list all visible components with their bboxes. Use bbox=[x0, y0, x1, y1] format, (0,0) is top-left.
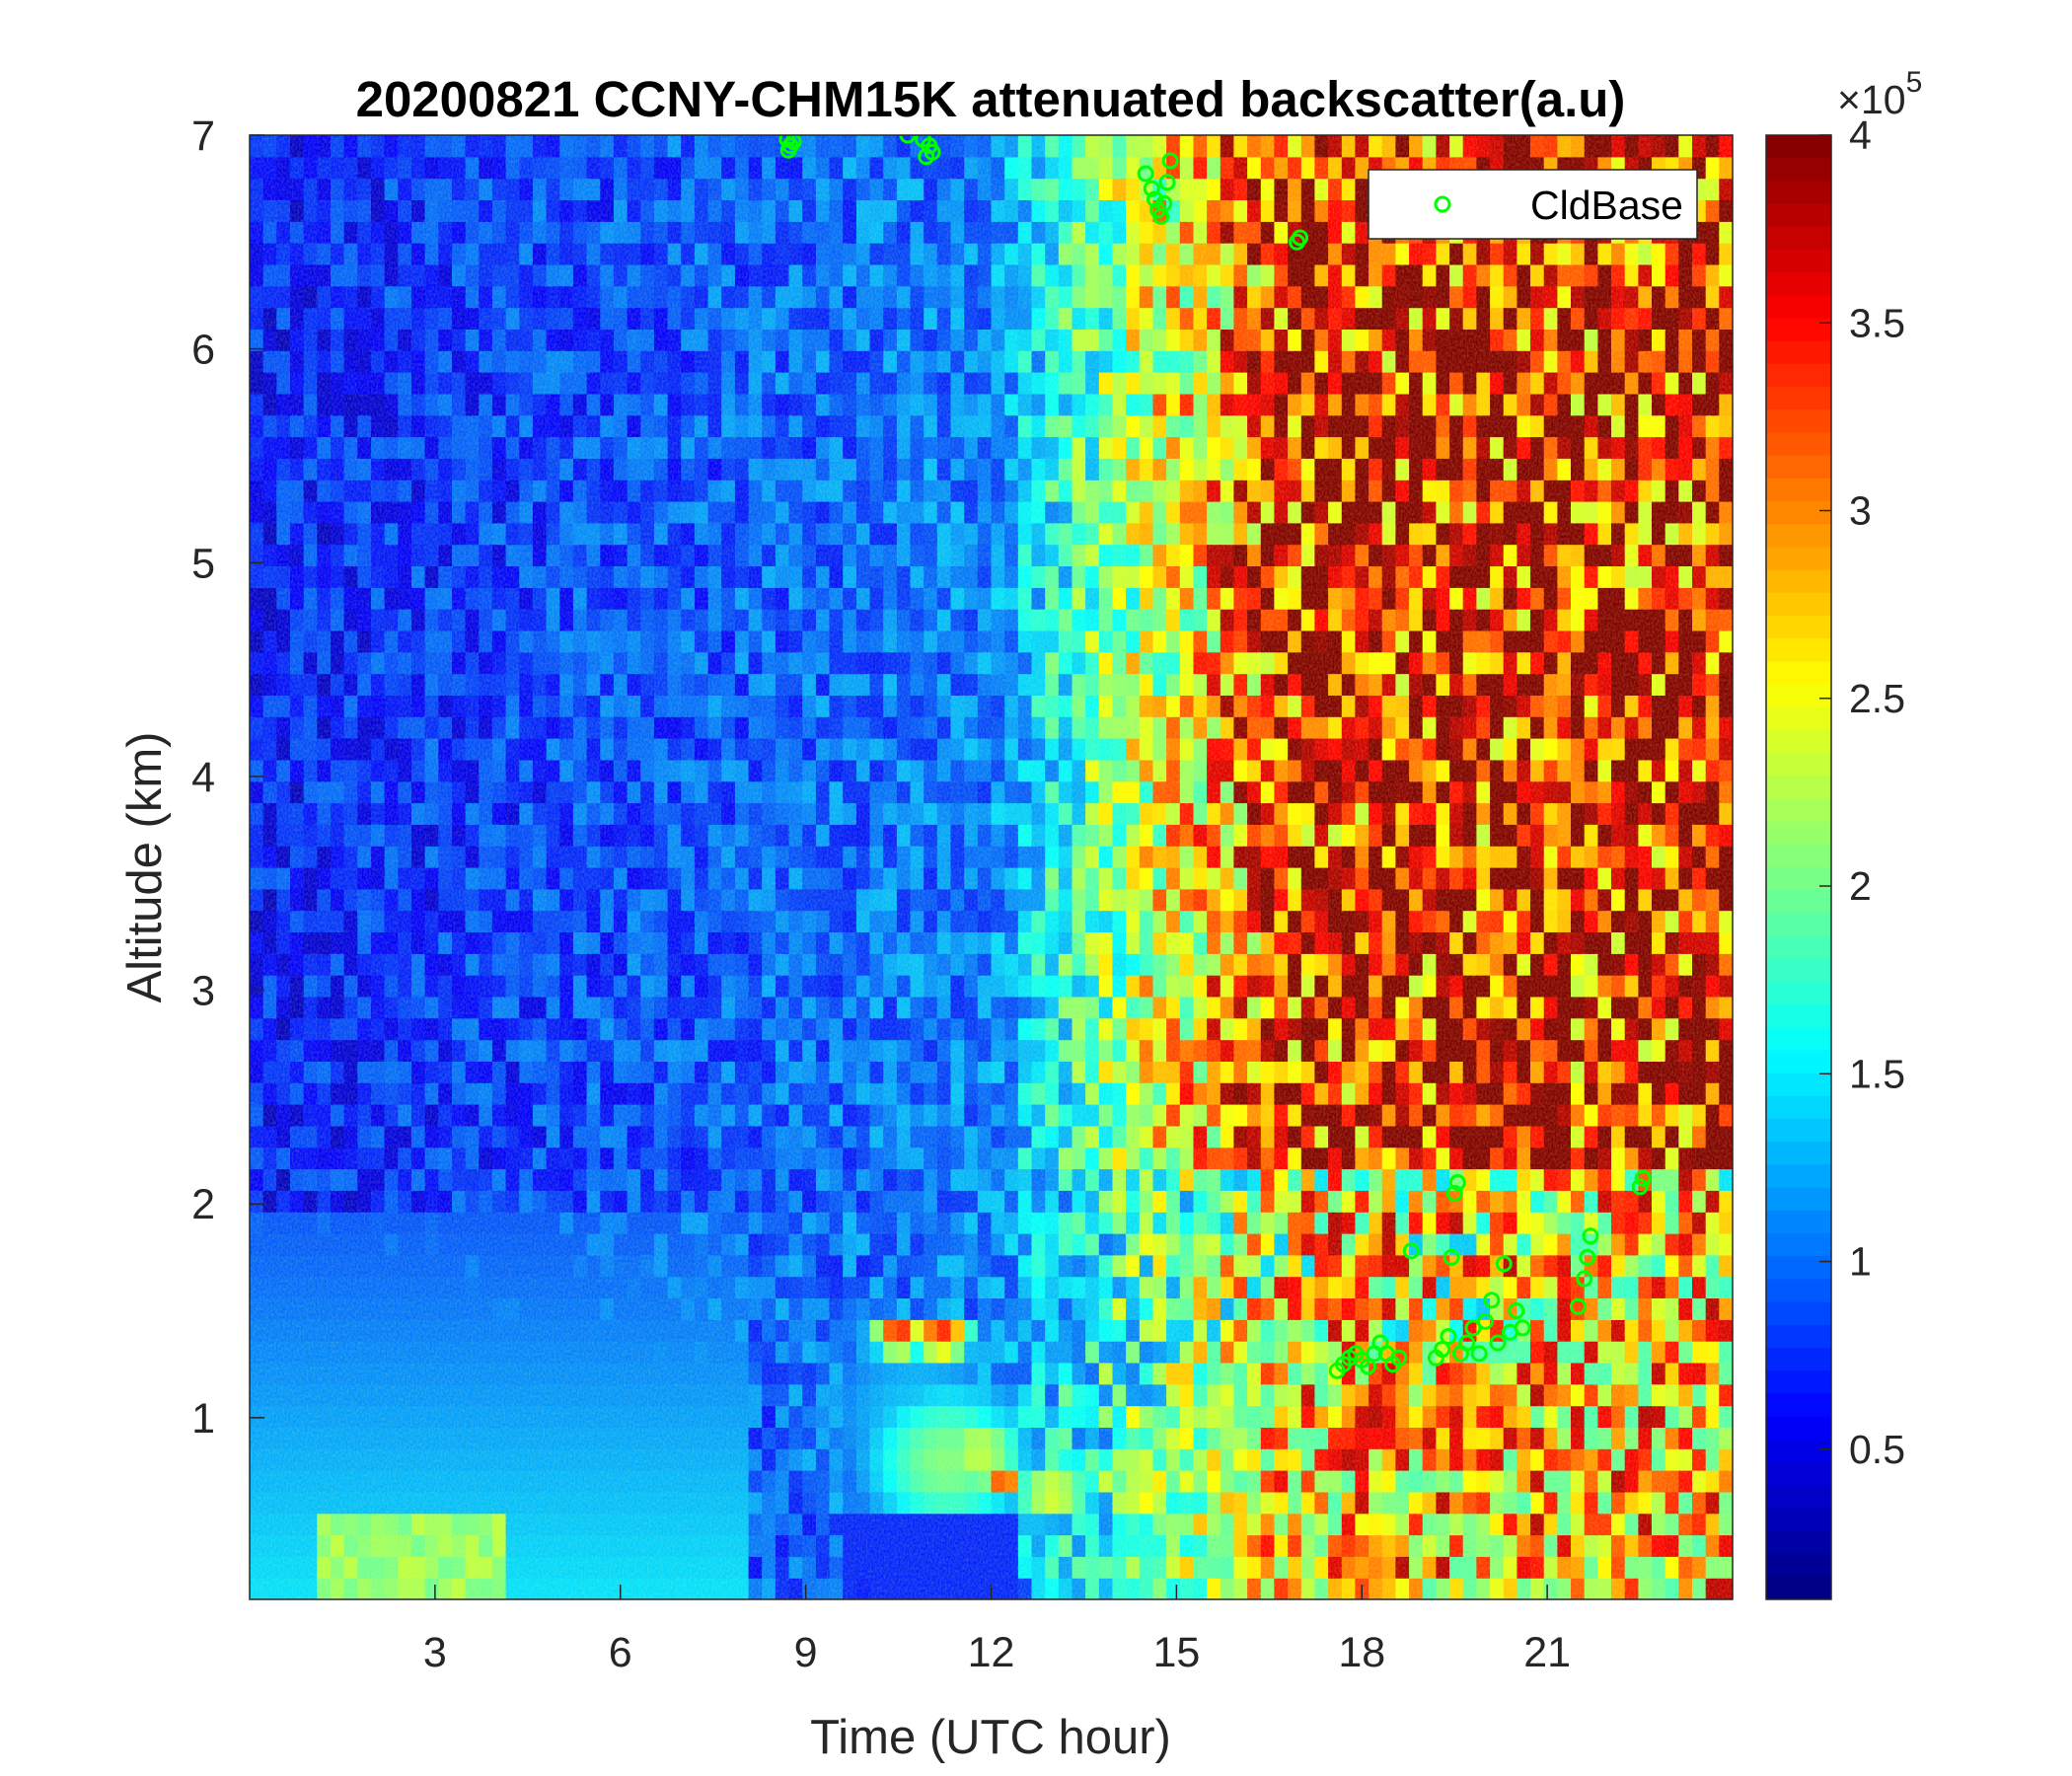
plot-area bbox=[250, 135, 1733, 1599]
chart-title: 20200821 CCNY-CHM15K attenuated backscat… bbox=[356, 71, 1626, 127]
